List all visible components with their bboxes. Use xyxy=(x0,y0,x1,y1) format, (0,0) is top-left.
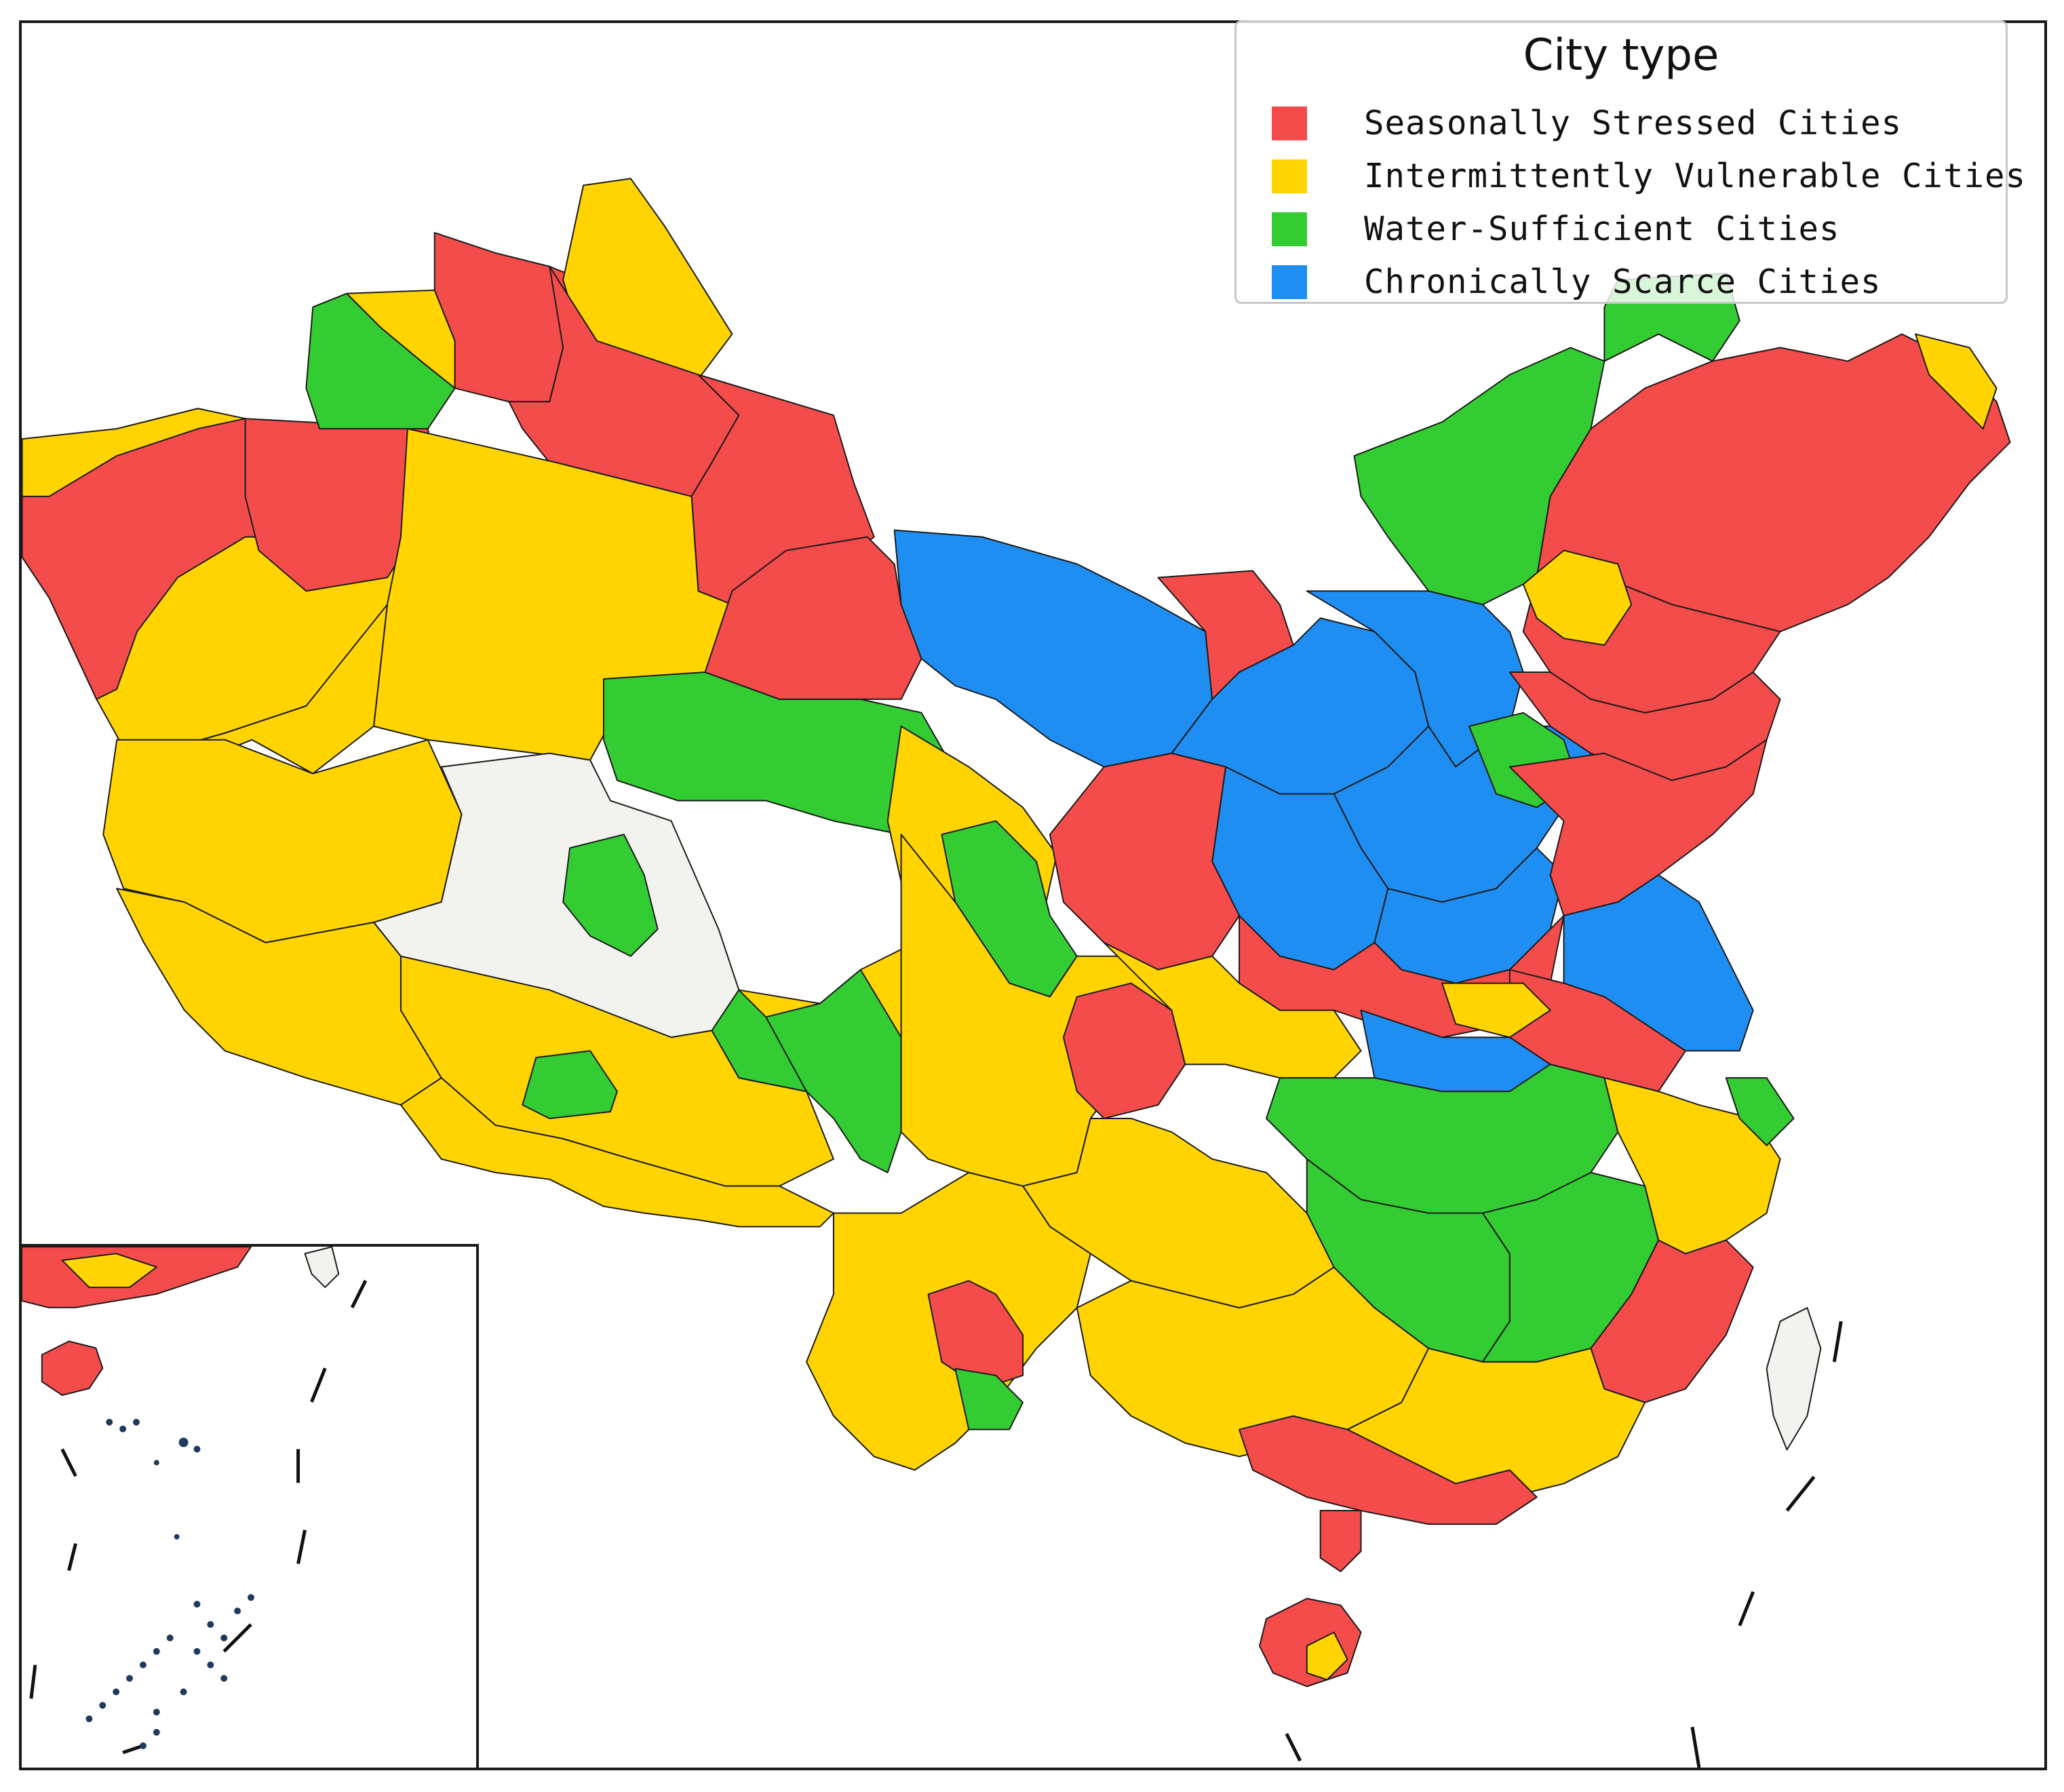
region-leizhou xyxy=(1319,1510,1362,1572)
inset-islands xyxy=(85,1418,254,1749)
legend-entry-water-sufficient: Water-Sufficient Cities xyxy=(1272,210,2004,248)
inset-guangdong-yellow xyxy=(61,1253,157,1288)
region-shaanxi-north xyxy=(1049,752,1241,971)
region-yunnan-green xyxy=(954,1367,1024,1430)
legend-label: Intermittently Vulnerable Cities xyxy=(1364,157,2027,195)
map-frame xyxy=(19,20,2047,1770)
map-legend: City type Seasonally Stressed Cities Int… xyxy=(1234,20,2025,304)
region-zhejiang xyxy=(1603,1077,1781,1255)
inset-map xyxy=(22,1247,368,1755)
legend-entry-chronically-scarce: Chronically Scarce Cities xyxy=(1272,262,2004,301)
region-baicheng xyxy=(1522,549,1633,646)
region-taiwan xyxy=(1766,1307,1822,1451)
legend-label: Seasonally Stressed Cities xyxy=(1364,104,1903,142)
region-anhui-south xyxy=(1441,982,1551,1038)
region-shanghai xyxy=(1725,1077,1795,1146)
region-shandong xyxy=(1508,739,1768,916)
inset-taiwan xyxy=(304,1247,340,1288)
legend-swatch-yellow xyxy=(1272,159,1307,193)
legend-swatch-blue xyxy=(1272,265,1307,299)
region-guizhou xyxy=(1022,1117,1335,1309)
inset-hainan xyxy=(41,1340,104,1396)
legend-title: City type xyxy=(1523,31,1719,81)
region-heihe xyxy=(1914,333,1998,430)
region-qinghai-golmud xyxy=(562,834,659,957)
region-tibet-lhasa xyxy=(400,1077,834,1228)
region-hainan-yellow xyxy=(1306,1631,1348,1681)
nine-dash-line xyxy=(29,1279,368,1755)
legend-label: Chronically Scarce Cities xyxy=(1364,262,1882,301)
region-tibet-nagqu xyxy=(522,1050,618,1119)
region-guangdong-red xyxy=(1239,1415,1538,1525)
region-alxa xyxy=(893,529,1213,768)
south-china-sea-inset xyxy=(22,1244,479,1768)
legend-swatch-red xyxy=(1272,106,1307,140)
region-sichuan-west xyxy=(765,969,902,1173)
legend-swatch-green xyxy=(1272,212,1307,246)
legend-label: Water-Sufficient Cities xyxy=(1364,210,1840,248)
region-chongqing xyxy=(1062,982,1186,1119)
legend-entry-seasonally-stressed: Seasonally Stressed Cities xyxy=(1272,104,2004,142)
china-city-map xyxy=(22,178,2011,1688)
region-yunnan-red-a xyxy=(927,1280,1024,1390)
legend-entry-intermittently-vulnerable: Intermittently Vulnerable Cities xyxy=(1272,157,2025,195)
region-shaanxi-south xyxy=(1103,941,1362,1079)
